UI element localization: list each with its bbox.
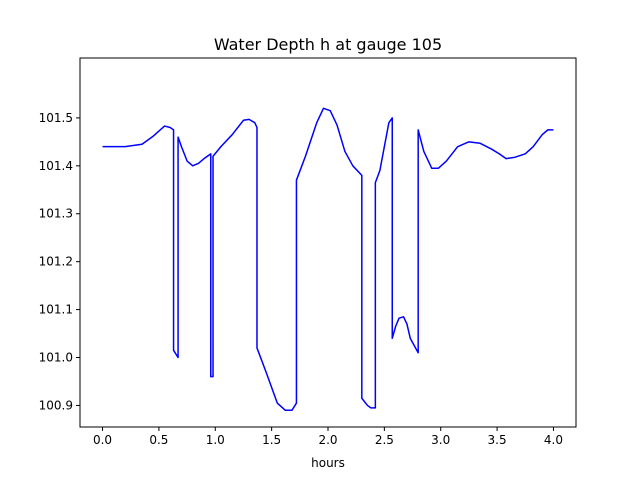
chart-title: Water Depth h at gauge 105 bbox=[214, 35, 442, 54]
x-tick-label: 1.0 bbox=[206, 433, 225, 447]
x-tick-label: 3.5 bbox=[488, 433, 507, 447]
y-tick-label: 101.0 bbox=[39, 351, 73, 365]
x-tick-label: 3.0 bbox=[431, 433, 450, 447]
x-tick-label: 1.5 bbox=[262, 433, 281, 447]
y-tick-label: 101.5 bbox=[39, 111, 73, 125]
x-tick-label: 2.5 bbox=[375, 433, 394, 447]
x-tick-label: 4.0 bbox=[544, 433, 563, 447]
x-tick-label: 0.0 bbox=[93, 433, 112, 447]
x-tick-label: 0.5 bbox=[149, 433, 168, 447]
y-tick-label: 100.9 bbox=[39, 398, 73, 412]
series-line-0 bbox=[102, 107, 554, 411]
y-tick-label: 101.4 bbox=[39, 159, 73, 173]
axis-ticks: 0.0 0.5 1.0 1.5 2.0 2.5 3.0 3.5 4.0 100.9 101.0 101… bbox=[39, 111, 563, 447]
y-tick-label: 101.3 bbox=[39, 207, 73, 221]
y-tick-label: 101.2 bbox=[39, 255, 73, 269]
x-tick-label: 2.0 bbox=[318, 433, 337, 447]
x-axis-label: hours bbox=[311, 456, 345, 470]
y-tick-label: 101.1 bbox=[39, 303, 73, 317]
